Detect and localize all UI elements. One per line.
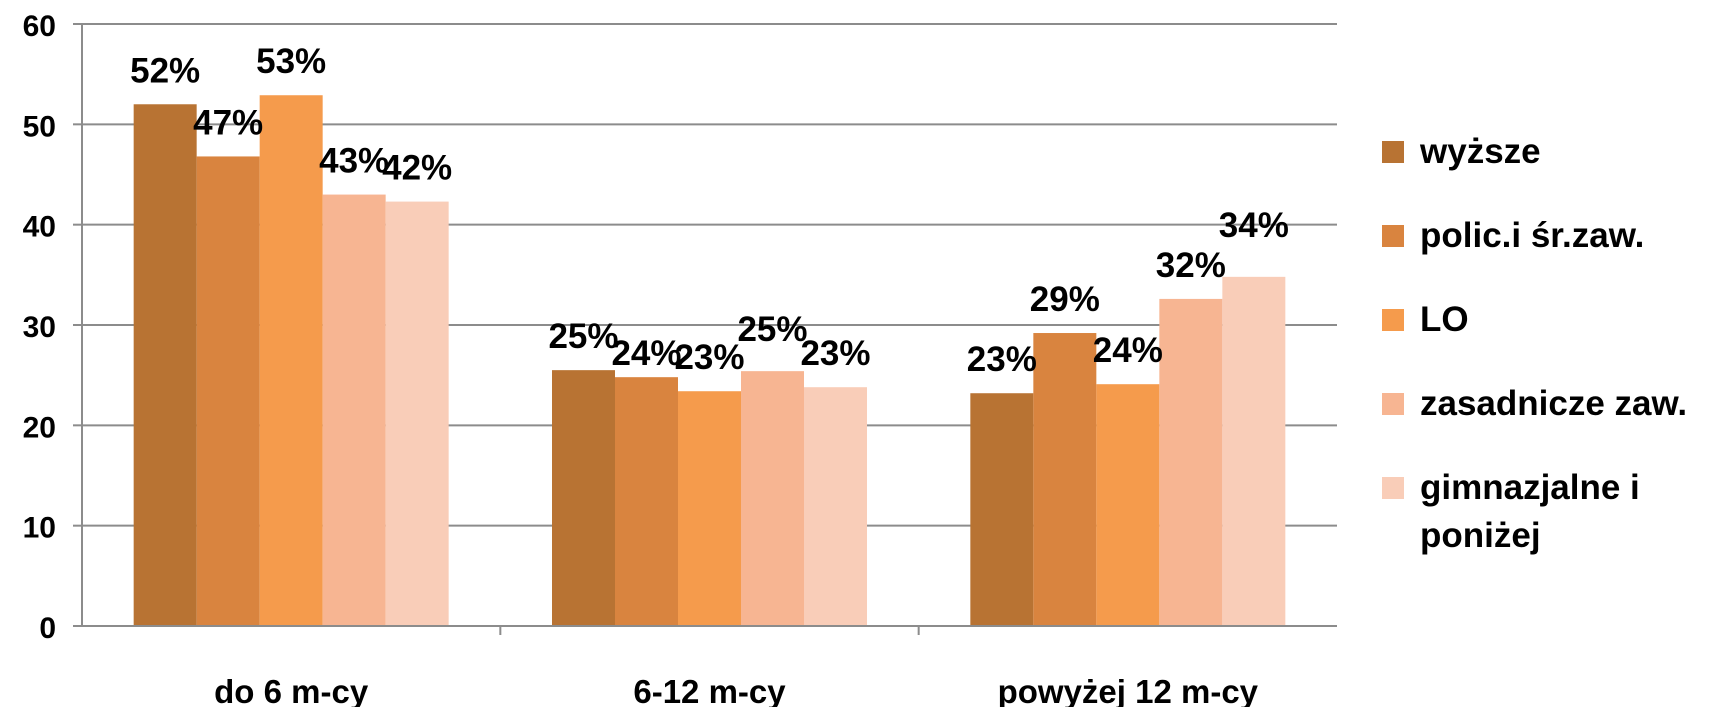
data-label: 23% — [967, 340, 1037, 379]
x-category-label: 6-12 m-cy — [633, 673, 786, 707]
y-tick-label: 10 — [23, 512, 56, 545]
bar — [1033, 333, 1097, 626]
legend-label: zasadnicze zaw. — [1420, 384, 1688, 423]
legend-item: wyższe — [1382, 128, 1712, 176]
bars — [133, 95, 1286, 627]
y-tick-label: 30 — [23, 311, 56, 344]
data-label: 43% — [319, 142, 389, 181]
legend: wyższe polic.i śr.zaw. LO zasadnicze zaw. gi… — [1382, 128, 1712, 596]
data-label: 24% — [1093, 331, 1163, 370]
y-tick-label: 60 — [23, 10, 56, 43]
x-category-label: do 6 m-cy — [214, 673, 369, 707]
y-tick-label: 20 — [23, 411, 56, 444]
legend-item: zasadnicze zaw. — [1382, 380, 1712, 428]
x-category-label: powyżej 12 m-cy — [998, 673, 1259, 707]
y-tick-label: 50 — [23, 110, 56, 143]
legend-item: gimnazjalne i poniżej — [1382, 464, 1712, 560]
data-label: 52% — [130, 51, 200, 90]
legend-swatch — [1382, 309, 1404, 331]
bar — [1096, 384, 1160, 626]
data-label: 23% — [674, 338, 744, 377]
legend-item: LO — [1382, 296, 1712, 344]
bar — [970, 393, 1034, 626]
legend-label: gimnazjalne i poniżej — [1420, 468, 1640, 555]
bar — [133, 104, 197, 627]
legend-label: LO — [1420, 300, 1469, 339]
bar — [804, 387, 867, 626]
data-label: 32% — [1156, 246, 1226, 285]
legend-item: polic.i śr.zaw. — [1382, 212, 1712, 260]
y-tick-label: 0 — [39, 612, 56, 645]
bar — [741, 371, 804, 626]
bar — [259, 95, 323, 626]
bar — [552, 370, 615, 626]
data-label: 34% — [1219, 206, 1289, 245]
axes: 0 10 20 30 40 50 60 do 6 m-cy 6-12 m-cy powyżej 1… — [23, 10, 1337, 710]
bar — [1159, 298, 1223, 626]
data-label: 29% — [1030, 280, 1100, 319]
y-tick-label: 40 — [23, 211, 56, 244]
data-label: 53% — [256, 42, 326, 81]
legend-swatch — [1382, 225, 1404, 247]
legend-label: wyższe — [1420, 132, 1541, 171]
bar — [322, 194, 386, 627]
data-label: 42% — [382, 149, 452, 188]
legend-swatch — [1382, 141, 1404, 163]
data-label: 25% — [737, 310, 807, 349]
bar — [678, 391, 741, 626]
legend-swatch — [1382, 477, 1404, 499]
bar — [196, 156, 260, 626]
bar — [1222, 276, 1286, 626]
data-label: 24% — [611, 334, 681, 373]
legend-swatch — [1382, 393, 1404, 415]
data-label: 23% — [800, 334, 870, 373]
bar — [385, 201, 449, 626]
bar — [615, 377, 678, 626]
data-label: 25% — [548, 317, 618, 356]
legend-label: polic.i śr.zaw. — [1420, 216, 1645, 255]
data-label: 47% — [193, 103, 263, 142]
data-labels: 52%47%53%43%42%25%24%23%25%23% 23%29%24%3… — [130, 42, 1289, 379]
